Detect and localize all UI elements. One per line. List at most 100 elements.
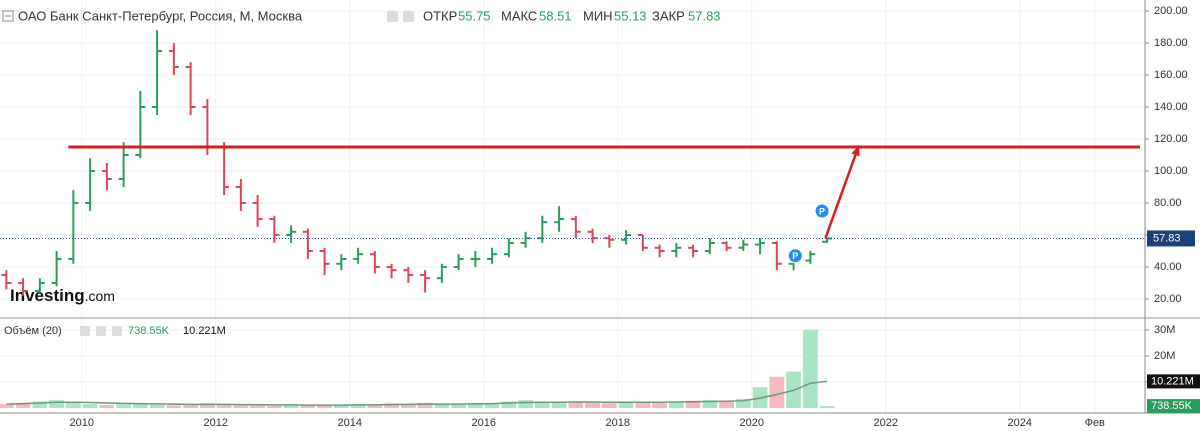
y2-tick-label: 30M — [1154, 324, 1175, 336]
volume-title: Объём (20) — [4, 325, 62, 337]
y-tick-label: 20.00 — [1154, 293, 1182, 305]
volume-bar — [166, 405, 182, 408]
volume-bar — [350, 404, 366, 408]
volume-bar — [618, 401, 634, 408]
volume-bar — [719, 401, 734, 408]
volume-bar — [585, 402, 600, 408]
logo-word: Investing — [10, 286, 85, 305]
event-marker — [787, 248, 803, 264]
volume-close-icon[interactable] — [112, 326, 122, 336]
x-tick-label: 2022 — [873, 417, 897, 429]
volume-bar — [317, 404, 332, 408]
volume-bar — [802, 329, 818, 408]
volume-bar — [216, 404, 232, 408]
volume-bar — [685, 400, 701, 408]
volume-bar — [99, 404, 115, 408]
settings-icon[interactable] — [387, 11, 398, 22]
x-tick-label: 2012 — [203, 417, 227, 429]
low-value: 55.13 — [614, 8, 647, 23]
volume-bar — [434, 404, 450, 408]
volume-bar — [702, 400, 718, 408]
volume-bar — [668, 401, 684, 408]
volume-bar — [635, 402, 651, 408]
volume-bar — [266, 405, 282, 408]
volume-bar — [250, 405, 265, 408]
volume-bar — [333, 405, 349, 408]
volume-bar — [501, 401, 517, 408]
open-label: ОТКР — [423, 8, 457, 23]
event-marker-label: P — [792, 251, 798, 261]
volume-bar — [149, 404, 165, 408]
volume-bar — [484, 403, 500, 408]
volume-bar — [467, 402, 483, 408]
y-tick-label: 140.00 — [1154, 101, 1188, 113]
low-label: МИН — [583, 8, 613, 23]
volume-bar — [819, 406, 835, 408]
volume-settings-icon[interactable] — [80, 326, 90, 336]
volume-bar — [65, 402, 81, 408]
y-tick-label: 180.00 — [1154, 37, 1188, 49]
volume-bar — [534, 401, 550, 408]
x-tick-label: Фев — [1085, 417, 1105, 429]
volume-bar — [601, 403, 617, 408]
volume-bar — [551, 402, 567, 408]
x-tick-label: 2016 — [471, 417, 495, 429]
volume-bar — [132, 403, 148, 408]
volume-bar — [0, 404, 14, 408]
volume-bar — [116, 404, 131, 408]
trend-arrow-head — [851, 145, 860, 157]
y-tick-label: 40.00 — [1154, 261, 1182, 273]
volume-hide-icon[interactable] — [96, 326, 106, 336]
x-tick-label: 2010 — [69, 417, 93, 429]
volume-bar — [735, 398, 751, 408]
y-tick-label: 120.00 — [1154, 133, 1188, 145]
x-tick-label: 2018 — [605, 417, 629, 429]
volume-bar — [82, 404, 98, 408]
volume-bar — [451, 404, 466, 408]
volume-bar — [199, 403, 215, 408]
volume-bar — [384, 403, 399, 408]
x-tick-label: 2024 — [1007, 417, 1031, 429]
volume-bar — [568, 402, 584, 408]
volume-badge-label: 738.55K — [1151, 400, 1193, 412]
x-tick-label: 2020 — [739, 417, 763, 429]
volume-badge-label: 10.221M — [1151, 375, 1194, 387]
x-tick-label: 2014 — [337, 417, 361, 429]
close-value: 57.83 — [688, 8, 721, 23]
y2-tick-label: 20M — [1154, 350, 1175, 362]
trend-arrow — [824, 144, 861, 239]
y-tick-label: 100.00 — [1154, 165, 1188, 177]
volume-ma-value: 10.221M — [183, 325, 226, 337]
y-tick-label: 80.00 — [1154, 197, 1182, 209]
event-marker — [814, 203, 830, 219]
last-price-label: 57.83 — [1153, 232, 1181, 244]
volume-bar — [233, 405, 249, 408]
high-value: 58.51 — [539, 8, 572, 23]
logo-suffix: .com — [85, 288, 115, 304]
y-tick-label: 200.00 — [1154, 5, 1188, 17]
volume-ma-line — [6, 380, 828, 406]
volume-bar — [32, 401, 48, 408]
volume-badge — [1147, 374, 1200, 389]
volume-bar — [49, 400, 64, 408]
volume-bar — [769, 376, 785, 408]
collapse-icon[interactable] — [2, 10, 14, 22]
event-marker-label: P — [819, 206, 825, 216]
close-label: ЗАКР — [652, 8, 685, 23]
volume-bar — [183, 404, 198, 408]
volume-bar — [367, 404, 383, 408]
volume-bar — [652, 402, 667, 408]
volume-bar — [518, 400, 533, 408]
last-price-badge — [1147, 230, 1195, 247]
high-label: МАКС — [501, 8, 537, 23]
y-tick-label: 160.00 — [1154, 69, 1188, 81]
logo: Investing.com — [10, 286, 115, 305]
volume-badge — [1147, 399, 1200, 414]
volume-bar — [300, 405, 316, 408]
volume-bar — [417, 402, 433, 408]
volume-bar — [400, 404, 416, 408]
volume-bar — [283, 405, 299, 408]
volume-bar — [15, 402, 31, 408]
close-icon[interactable] — [403, 11, 414, 22]
